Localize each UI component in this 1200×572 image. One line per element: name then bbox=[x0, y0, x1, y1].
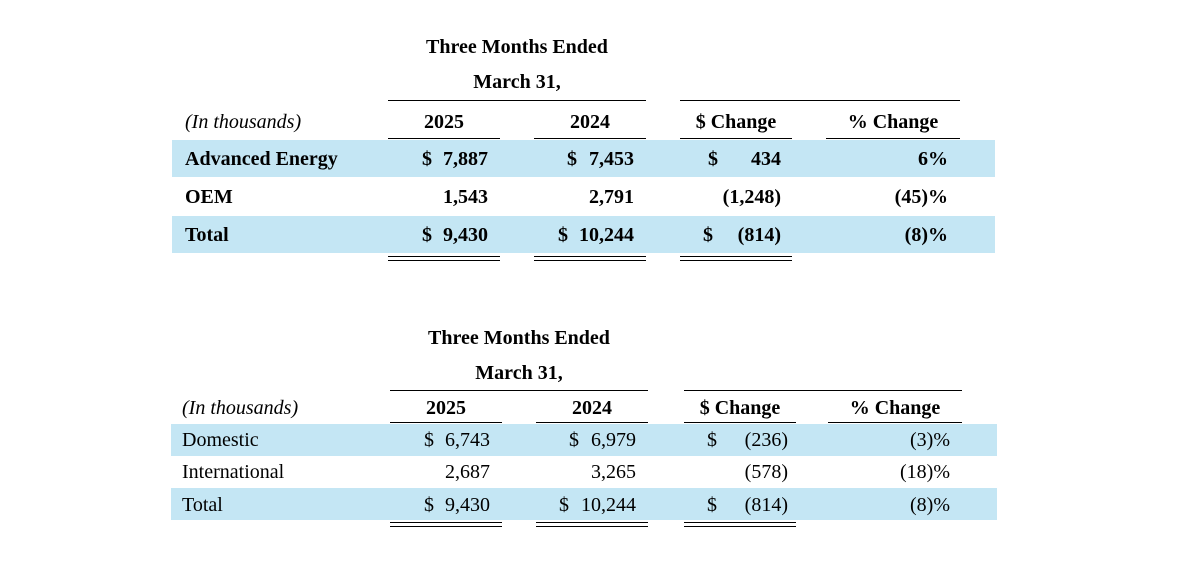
units-label: (In thousands) bbox=[182, 397, 299, 419]
value-dollar-change: 434 bbox=[751, 148, 781, 170]
col-rule-2025 bbox=[390, 422, 502, 423]
value-2024: 10,244 bbox=[581, 494, 636, 516]
value-2025: 2,687 bbox=[445, 461, 490, 483]
total-double-rule bbox=[680, 256, 792, 261]
currency-symbol: $ bbox=[558, 224, 568, 246]
col-header-dollar-change: $ Change bbox=[695, 111, 777, 133]
col-header-2024: 2024 bbox=[572, 397, 612, 419]
value-2024: 2,791 bbox=[589, 186, 634, 208]
value-2025: 9,430 bbox=[445, 494, 490, 516]
value-dollar-change: (1,248) bbox=[722, 186, 781, 208]
currency-symbol: $ bbox=[707, 429, 717, 451]
row-label: Total bbox=[182, 494, 223, 516]
row-label: OEM bbox=[185, 186, 233, 208]
value-pct-change: (45)% bbox=[894, 186, 948, 208]
currency-symbol: $ bbox=[707, 494, 717, 516]
row-label: Advanced Energy bbox=[185, 148, 338, 170]
header-rule-period bbox=[390, 390, 648, 391]
currency-symbol: $ bbox=[567, 148, 577, 170]
row-label: International bbox=[182, 461, 285, 483]
value-2024: 3,265 bbox=[591, 461, 636, 483]
value-2024: 7,453 bbox=[589, 148, 634, 170]
col-header-2025: 2025 bbox=[426, 397, 466, 419]
currency-symbol: $ bbox=[424, 494, 434, 516]
currency-symbol: $ bbox=[422, 148, 432, 170]
col-rule-pct-change bbox=[828, 422, 962, 423]
period-header-line1: Three Months Ended bbox=[428, 327, 610, 349]
header-rule-change bbox=[684, 390, 962, 391]
total-double-rule bbox=[536, 522, 648, 527]
col-rule-dollar-change bbox=[680, 138, 792, 139]
period-header-line2: March 31, bbox=[473, 71, 561, 93]
currency-symbol: $ bbox=[703, 224, 713, 246]
value-pct-change: (3)% bbox=[910, 429, 950, 451]
value-pct-change: (18)% bbox=[900, 461, 950, 483]
col-rule-2024 bbox=[536, 422, 648, 423]
col-rule-2025 bbox=[388, 138, 500, 139]
currency-symbol: $ bbox=[422, 224, 432, 246]
col-header-pct-change: % Change bbox=[847, 111, 939, 133]
col-rule-dollar-change bbox=[684, 422, 796, 423]
value-2025: 9,430 bbox=[443, 224, 488, 246]
currency-symbol: $ bbox=[424, 429, 434, 451]
total-double-rule bbox=[534, 256, 646, 261]
units-label: (In thousands) bbox=[185, 111, 302, 133]
value-2025: 7,887 bbox=[443, 148, 488, 170]
col-header-2025: 2025 bbox=[424, 111, 464, 133]
header-rule-period bbox=[388, 100, 646, 101]
col-header-dollar-change: $ Change bbox=[699, 397, 781, 419]
value-dollar-change: (236) bbox=[744, 429, 788, 451]
table-row-band bbox=[172, 140, 995, 177]
total-double-rule bbox=[390, 522, 502, 527]
value-dollar-change: (814) bbox=[744, 494, 788, 516]
currency-symbol: $ bbox=[708, 148, 718, 170]
value-pct-change: (8)% bbox=[910, 494, 950, 516]
table-row-band bbox=[171, 424, 997, 456]
period-header-line1: Three Months Ended bbox=[426, 36, 608, 58]
currency-symbol: $ bbox=[559, 494, 569, 516]
value-pct-change: 6% bbox=[918, 148, 948, 170]
period-header-line2: March 31, bbox=[475, 362, 563, 384]
table-row-band bbox=[171, 488, 997, 520]
value-2024: 10,244 bbox=[579, 224, 634, 246]
value-pct-change: (8)% bbox=[904, 224, 948, 246]
col-header-2024: 2024 bbox=[570, 111, 610, 133]
col-header-pct-change: % Change bbox=[849, 397, 941, 419]
currency-symbol: $ bbox=[569, 429, 579, 451]
total-double-rule bbox=[684, 522, 796, 527]
col-rule-pct-change bbox=[826, 138, 960, 139]
value-dollar-change: (578) bbox=[744, 461, 788, 483]
value-2024: 6,979 bbox=[591, 429, 636, 451]
table-row-band bbox=[172, 216, 995, 253]
total-double-rule bbox=[388, 256, 500, 261]
row-label: Total bbox=[185, 224, 229, 246]
header-rule-change bbox=[680, 100, 960, 101]
row-label: Domestic bbox=[182, 429, 259, 451]
value-2025: 1,543 bbox=[443, 186, 488, 208]
value-dollar-change: (814) bbox=[737, 224, 781, 246]
col-rule-2024 bbox=[534, 138, 646, 139]
value-2025: 6,743 bbox=[445, 429, 490, 451]
